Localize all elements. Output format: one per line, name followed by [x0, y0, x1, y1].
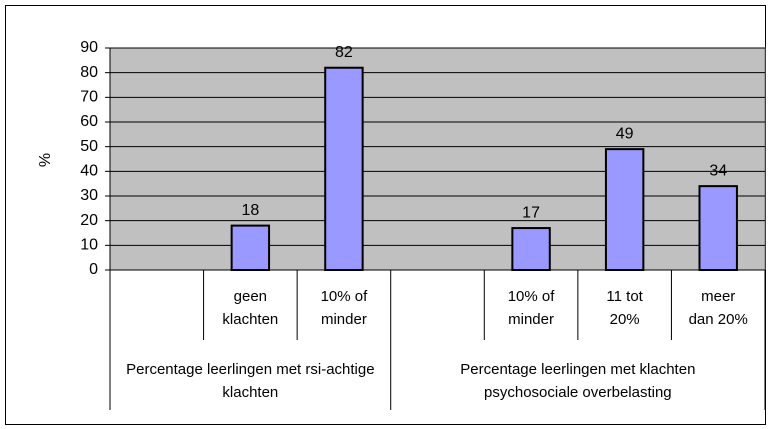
y-tick-label: 40 — [80, 163, 98, 180]
y-tick-label: 30 — [80, 187, 98, 204]
x-tick-label: 11 tot 20% — [606, 288, 643, 328]
value-label: 18 — [241, 202, 259, 219]
y-tick-label: 70 — [80, 89, 98, 106]
bar — [604, 148, 645, 271]
bar — [511, 227, 551, 271]
bar — [324, 66, 364, 271]
y-tick-label: 90 — [80, 39, 98, 56]
y-axis-label: % — [37, 153, 54, 167]
group-label: Percentage leerlingen met rsi-achtige kl… — [126, 361, 375, 401]
y-tick-label: 50 — [80, 138, 98, 155]
group-label: Percentage leerlingen met klachten psych… — [460, 361, 696, 401]
x-tick-label: geen klachten — [222, 288, 279, 328]
bar — [698, 185, 738, 271]
x-tick-label: 10% of minder — [320, 288, 368, 328]
value-label: 49 — [616, 125, 634, 142]
x-tick-label: 10% of minder — [507, 288, 555, 328]
value-label: 82 — [335, 44, 353, 61]
value-label: 34 — [709, 162, 727, 179]
bar — [230, 224, 271, 272]
value-label: 17 — [522, 204, 540, 221]
y-tick-label: 60 — [80, 113, 98, 130]
y-tick-label: 10 — [80, 237, 98, 254]
y-tick-label: 20 — [80, 212, 98, 229]
y-tick-label: 80 — [80, 64, 98, 81]
y-tick-label: 0 — [89, 261, 98, 278]
plot-area — [109, 47, 766, 271]
x-tick-label: meer dan 20% — [688, 288, 748, 328]
